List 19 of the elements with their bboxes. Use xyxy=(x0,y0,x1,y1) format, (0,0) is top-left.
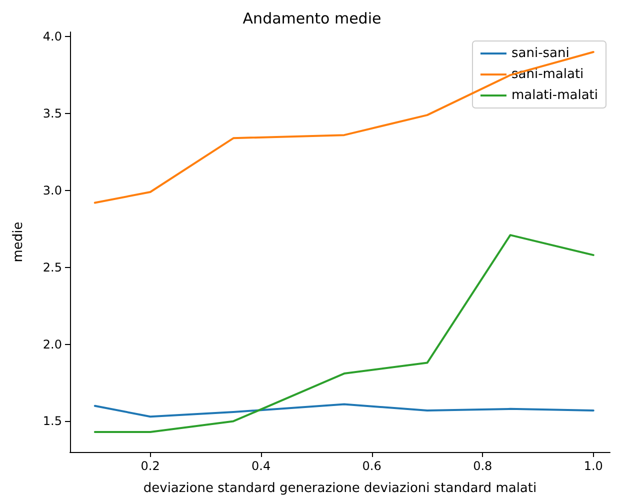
chart-title: Andamento medie xyxy=(242,10,382,28)
x-tick-label: 0.4 xyxy=(252,459,271,473)
y-tick-label: 3.5 xyxy=(42,106,62,121)
legend-label: sani-malati xyxy=(511,67,584,82)
y-tick-label: 2.0 xyxy=(42,337,62,352)
legend-label: sani-sani xyxy=(511,46,570,61)
line-series xyxy=(94,234,594,433)
y-tick-label: 2.5 xyxy=(42,260,62,274)
y-tick-label: 1.5 xyxy=(42,414,62,428)
line-series xyxy=(94,403,594,418)
x-tick-label: 0.6 xyxy=(362,459,382,473)
legend-label: malati-malati xyxy=(511,88,598,103)
y-axis-title: medie xyxy=(11,222,26,262)
x-tick-label: 0.2 xyxy=(140,459,160,473)
y-tick-label: 3.0 xyxy=(42,183,62,198)
x-axis-title: deviazione standard generazione deviazioni standard malati xyxy=(143,481,537,496)
y-tick-label: 4.0 xyxy=(42,30,62,44)
x-tick-label: 1.0 xyxy=(584,459,603,473)
x-tick-label: 0.8 xyxy=(473,459,492,473)
